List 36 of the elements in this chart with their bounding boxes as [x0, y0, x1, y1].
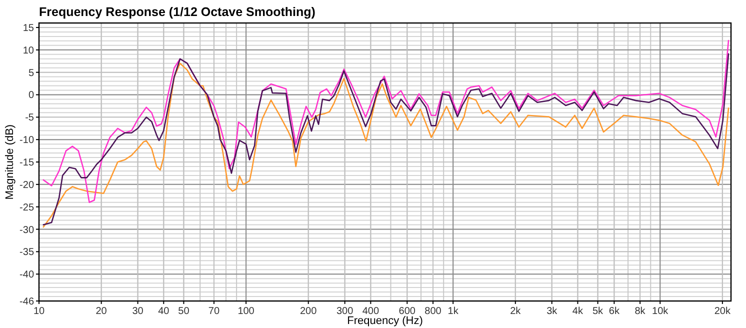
x-tick-label: 600 — [398, 306, 416, 317]
x-tick-label: 8k — [634, 306, 646, 317]
y-tick-label: -10 — [20, 135, 34, 146]
x-tick-label: 5k — [592, 306, 604, 317]
x-tick-label: 200 — [300, 306, 318, 317]
x-tick-label: 4k — [572, 306, 584, 317]
y-tick-label: -5 — [25, 112, 34, 124]
x-tick-label: 1k — [448, 306, 460, 317]
y-tick-label: 10 — [22, 45, 34, 56]
x-tick-label: 800 — [424, 306, 442, 317]
x-tick-label: 400 — [362, 306, 380, 317]
y-tick-label: -15 — [20, 158, 34, 168]
x-tick-label: 50 — [178, 306, 190, 317]
y-tick-label: -20 — [20, 180, 34, 191]
x-tick-label: 20 — [96, 306, 108, 317]
x-tick-label: 3k — [546, 306, 558, 317]
x-tick-label: 40 — [158, 306, 170, 317]
x-tick-label: 300 — [336, 306, 354, 317]
y-axis-title: Magnitude (dB) — [4, 124, 16, 200]
y-tick-label: -46 — [20, 296, 34, 308]
y-tick-label: 15 — [22, 22, 34, 34]
x-tick-label: 30 — [132, 306, 144, 317]
y-tick-label: -35 — [20, 247, 34, 258]
y-tick-label: 5 — [28, 68, 34, 79]
x-axis-title: Frequency (Hz) — [347, 315, 423, 327]
x-tick-label: 100 — [238, 306, 255, 317]
chart-title: Frequency Response (1/12 Octave Smoothing) — [39, 5, 316, 19]
y-tick-label: -25 — [20, 202, 34, 214]
x-tick-label: 20k — [714, 306, 732, 317]
x-tick-label: 10k — [652, 306, 670, 317]
x-tick-label: 2k — [510, 306, 522, 317]
x-tick-label: 6k — [608, 306, 620, 317]
y-tick-label: 0 — [28, 90, 34, 102]
x-tick-label: 70 — [208, 306, 220, 317]
y-tick-label: -40 — [20, 270, 34, 281]
y-tick-label: -30 — [20, 224, 34, 236]
